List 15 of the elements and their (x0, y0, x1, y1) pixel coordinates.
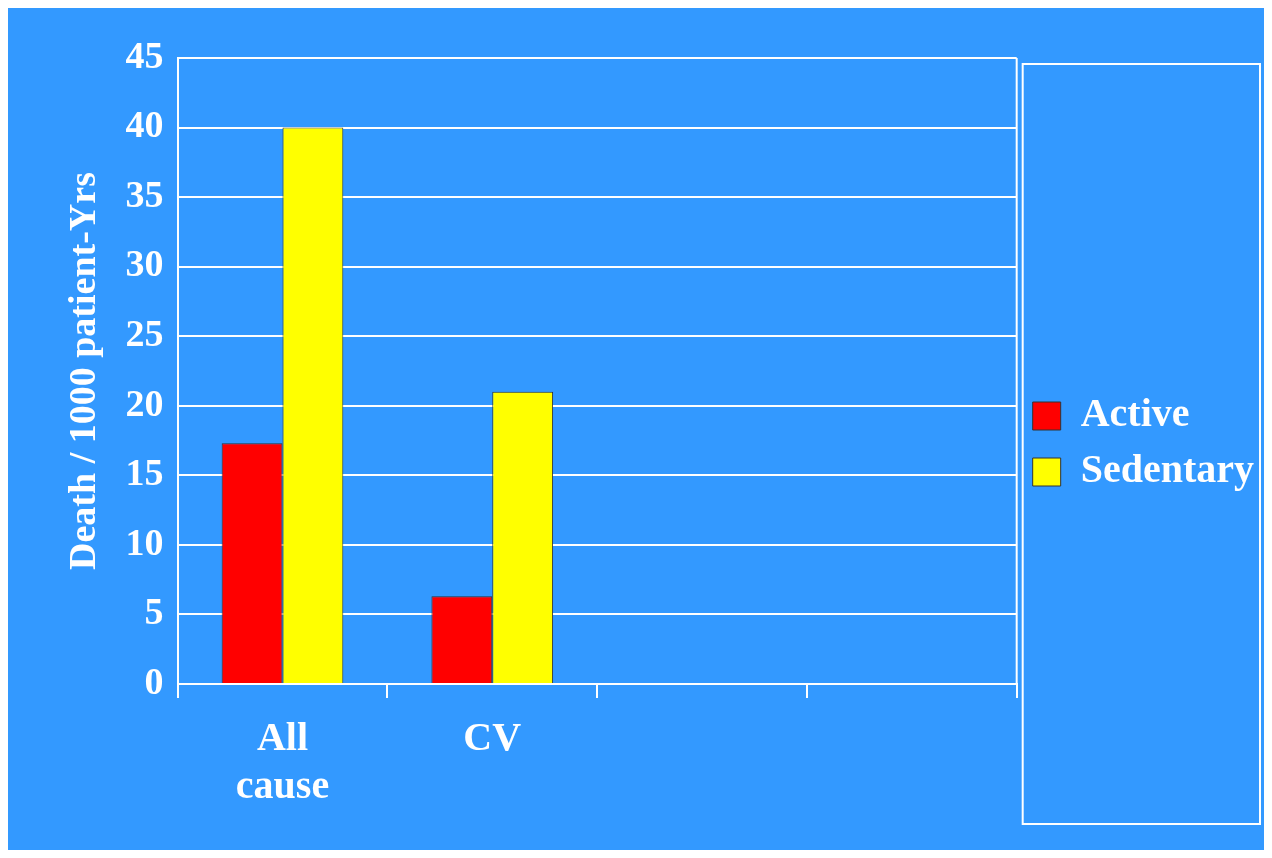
y-tick-label: 0 (144, 659, 164, 702)
legend-label: Sedentary (1080, 446, 1255, 492)
y-tick-label: 40 (125, 103, 164, 146)
y-tick-label: 30 (125, 242, 164, 285)
x-tick-label: CV (463, 714, 522, 760)
y-tick-label: 10 (125, 520, 164, 563)
y-tick-label: 20 (125, 381, 164, 424)
y-tick-label: 25 (125, 312, 164, 355)
y-tick-label: 5 (144, 590, 164, 633)
y-tick-label: 35 (125, 172, 164, 215)
y-tick-label: 45 (125, 33, 164, 76)
y-tick-label: 15 (125, 451, 164, 494)
y-axis-title: Death / 1000 patient-Yrs (60, 172, 103, 570)
x-tick-label: All cause (235, 714, 330, 808)
legend-label: Active (1080, 390, 1190, 436)
